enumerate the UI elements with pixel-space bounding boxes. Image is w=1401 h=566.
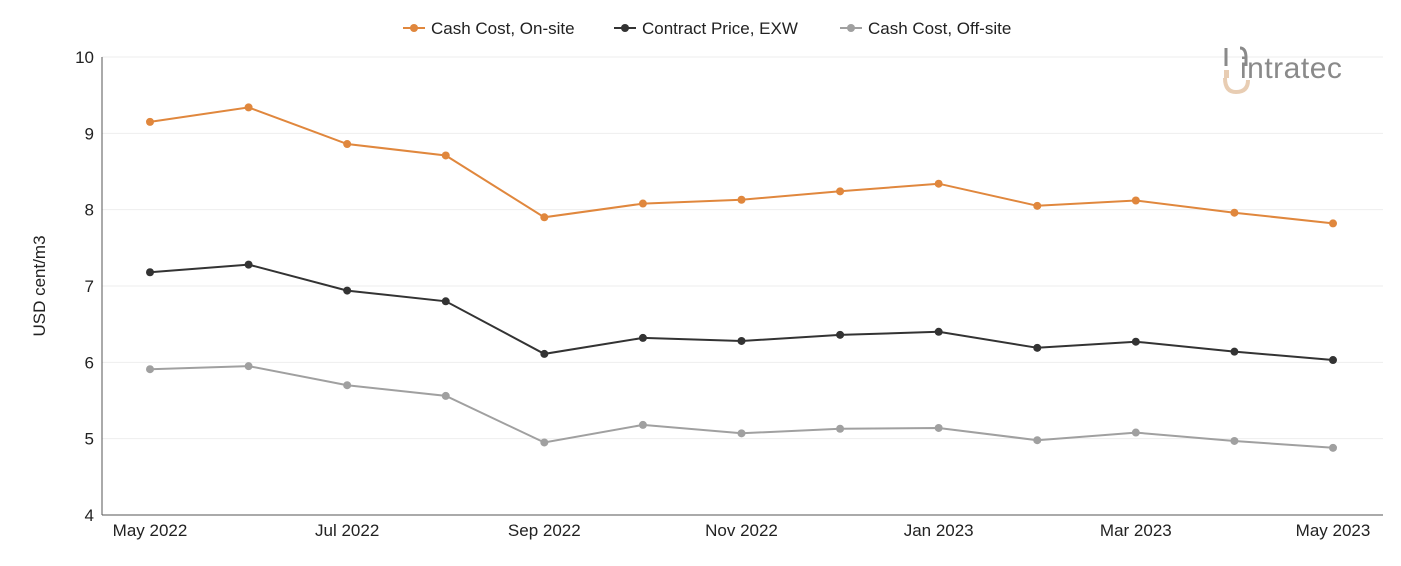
data-point	[638, 333, 647, 342]
data-point	[934, 423, 943, 432]
data-point	[934, 327, 943, 336]
y-tick-label: 5	[85, 430, 94, 449]
data-point	[146, 117, 154, 126]
data-point	[737, 195, 746, 204]
data-point	[343, 381, 352, 390]
data-point	[1033, 343, 1042, 352]
data-point	[836, 424, 845, 433]
legend-label: Contract Price, EXW	[642, 19, 798, 38]
y-tick-label: 4	[85, 506, 94, 525]
legend-item: Contract Price, EXW	[614, 19, 798, 38]
data-point	[836, 330, 845, 339]
series-2	[146, 362, 1337, 452]
data-point	[737, 429, 746, 438]
y-tick-label: 6	[85, 353, 94, 372]
axes	[101, 57, 1383, 516]
data-point	[244, 103, 253, 112]
legend: Cash Cost, On-site Contract Price, EXW Cas…	[403, 19, 1011, 38]
data-point	[540, 213, 549, 222]
data-point	[540, 349, 549, 358]
data-point	[441, 151, 450, 160]
y-tick-label: 8	[85, 201, 94, 220]
y-tick-label: 9	[85, 124, 94, 143]
legend-label: Cash Cost, Off-site	[868, 19, 1011, 38]
data-point	[441, 297, 450, 306]
intratec-logo-icon	[1223, 46, 1250, 95]
data-point	[343, 286, 352, 295]
series	[146, 103, 1337, 452]
x-tick-label: May 2023	[1296, 521, 1371, 540]
data-point	[1230, 436, 1239, 445]
legend-swatch-marker	[410, 24, 418, 32]
legend-swatch-marker	[621, 24, 629, 32]
data-point	[1329, 356, 1337, 365]
data-point	[638, 420, 647, 429]
series-0	[146, 103, 1337, 228]
x-tick-label: May 2022	[113, 521, 188, 540]
x-tick-label: Nov 2022	[705, 521, 778, 540]
legend-swatch-marker	[847, 24, 855, 32]
y-tick-labels: 4 5 6 7 8 9 10	[75, 48, 94, 525]
legend-label: Cash Cost, On-site	[431, 19, 575, 38]
data-point	[638, 199, 647, 208]
legend-item: Cash Cost, On-site	[403, 19, 575, 38]
data-point	[836, 187, 845, 196]
data-point	[146, 268, 154, 277]
series-1	[146, 260, 1337, 365]
data-point	[934, 179, 943, 188]
data-point	[1131, 428, 1140, 437]
data-point	[1131, 337, 1140, 346]
x-tick-label: Mar 2023	[1100, 521, 1172, 540]
data-point	[1230, 347, 1239, 356]
data-point	[1329, 443, 1337, 452]
data-point	[1329, 219, 1337, 228]
intratec-logo: intratec	[1223, 46, 1342, 95]
intratec-logo-text: intratec	[1240, 52, 1342, 85]
data-point	[1033, 201, 1042, 210]
series-line	[149, 263, 1334, 361]
data-point	[737, 336, 746, 345]
data-point	[146, 365, 154, 374]
x-tick-label: Jan 2023	[904, 521, 974, 540]
legend-item: Cash Cost, Off-site	[840, 19, 1011, 38]
series-line	[149, 106, 1334, 225]
data-point	[244, 260, 253, 269]
x-tick-labels: May 2022 Jul 2022 Sep 2022 Nov 2022 Jan 2023…	[113, 521, 1371, 540]
x-tick-label: Jul 2022	[315, 521, 379, 540]
data-point	[343, 140, 352, 149]
grid	[102, 56, 1383, 440]
y-tick-label: 7	[85, 277, 94, 296]
data-point	[1230, 208, 1239, 217]
data-point	[1033, 436, 1042, 445]
data-point	[441, 391, 450, 400]
data-point	[1131, 196, 1140, 205]
data-point	[244, 362, 253, 371]
data-point	[540, 438, 549, 447]
x-tick-label: Sep 2022	[508, 521, 581, 540]
y-tick-label: 10	[75, 48, 94, 67]
y-axis-title: USD cent/m3	[30, 235, 49, 336]
